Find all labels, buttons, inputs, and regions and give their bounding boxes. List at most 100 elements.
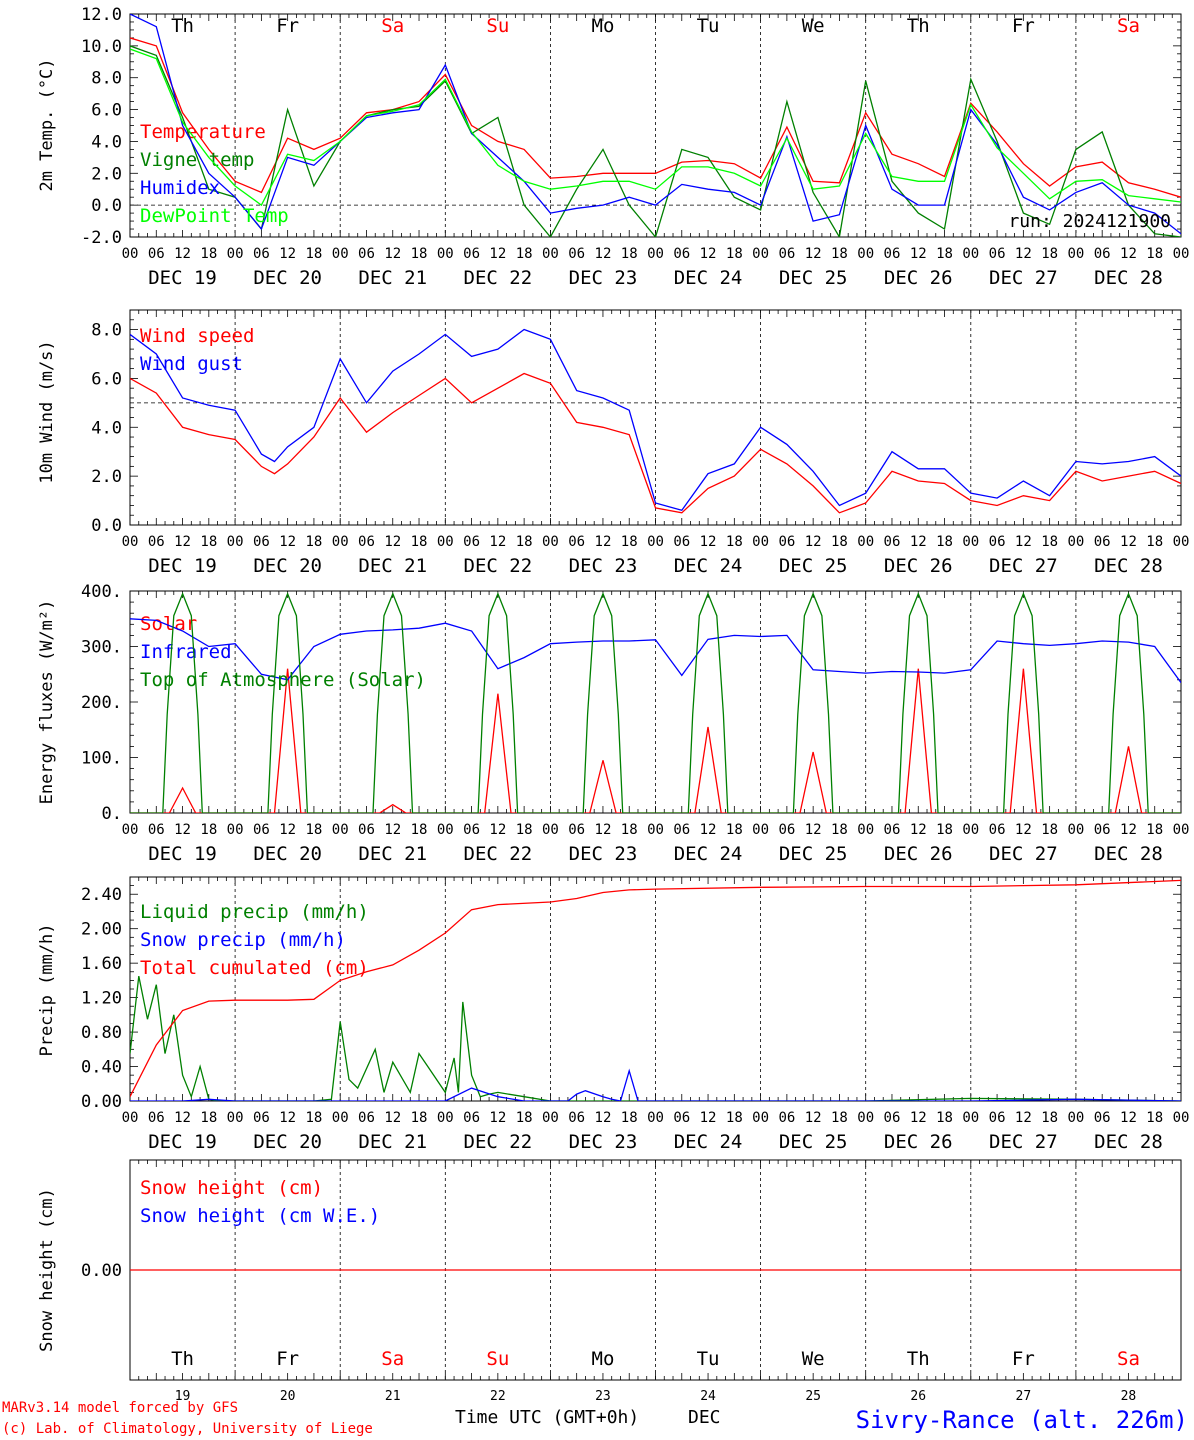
hour-label: 18 bbox=[200, 1110, 217, 1126]
series-line-top-of-atmosphere-solar- bbox=[130, 592, 1181, 813]
hour-label: 18 bbox=[831, 246, 848, 262]
hour-label: 12 bbox=[595, 246, 612, 262]
y-axis-title: 2m Temp. (°C) bbox=[37, 58, 57, 191]
hour-label: 06 bbox=[358, 1110, 375, 1126]
hour-label: 06 bbox=[568, 1110, 585, 1126]
hour-label: 12 bbox=[910, 822, 927, 838]
hour-label: 00 bbox=[1173, 246, 1190, 262]
hour-label: 12 bbox=[1120, 534, 1137, 550]
weekday-label: Fr bbox=[1012, 1348, 1035, 1370]
weekday-label: Th bbox=[907, 1348, 930, 1370]
y-tick-label: 0.00 bbox=[81, 1261, 122, 1281]
run-annotation: run: 2024121900 bbox=[1008, 211, 1171, 232]
y-tick-label: 2.0 bbox=[91, 467, 122, 487]
y-tick-label: 2.0 bbox=[91, 164, 122, 184]
hour-label: 18 bbox=[726, 246, 743, 262]
legend-entry: Infrared bbox=[140, 641, 232, 663]
y-tick-label: 0.0 bbox=[91, 516, 122, 536]
legend-entry: Wind speed bbox=[140, 325, 254, 347]
y-tick-label: 100. bbox=[81, 749, 122, 769]
hour-label: 00 bbox=[332, 246, 349, 262]
weekday-label: Fr bbox=[1012, 15, 1035, 37]
y-tick-label: 0.80 bbox=[81, 1023, 122, 1043]
lab-credit: (c) Lab. of Climatology, University of L… bbox=[2, 1421, 373, 1437]
series-line-temperature bbox=[130, 37, 1181, 198]
hour-label: 00 bbox=[1067, 246, 1084, 262]
y-tick-label: 1.60 bbox=[81, 954, 122, 974]
hour-label: 18 bbox=[936, 246, 953, 262]
hour-label: 00 bbox=[542, 246, 559, 262]
date-label: DEC 27 bbox=[989, 555, 1058, 577]
hour-label: 12 bbox=[384, 534, 401, 550]
weekday-label: Mo bbox=[592, 15, 615, 37]
hour-label: 12 bbox=[279, 1110, 296, 1126]
series-line-wind-gust bbox=[130, 328, 1181, 512]
hour-label: 12 bbox=[700, 1110, 717, 1126]
date-label: DEC 24 bbox=[674, 843, 743, 865]
date-label: DEC 28 bbox=[1094, 267, 1163, 289]
legend-entry: Humidex bbox=[140, 177, 220, 199]
y-tick-label: 0.00 bbox=[81, 1092, 122, 1112]
date-label: DEC 21 bbox=[358, 1131, 427, 1153]
hour-label: 06 bbox=[358, 822, 375, 838]
day-number-label: 24 bbox=[700, 1389, 716, 1404]
hour-label: 06 bbox=[884, 246, 901, 262]
hour-label: 06 bbox=[148, 1110, 165, 1126]
hour-label: 06 bbox=[253, 246, 270, 262]
hour-label: 18 bbox=[305, 246, 322, 262]
hour-label: 12 bbox=[489, 246, 506, 262]
hour-label: 12 bbox=[595, 822, 612, 838]
hour-label: 06 bbox=[989, 822, 1006, 838]
hour-label: 06 bbox=[253, 822, 270, 838]
hour-label: 18 bbox=[621, 1110, 638, 1126]
legend-entry: DewPoint Temp bbox=[140, 205, 289, 227]
hour-label: 18 bbox=[621, 822, 638, 838]
legend-entry: Vigne temp bbox=[140, 149, 254, 171]
hour-label: 18 bbox=[305, 534, 322, 550]
hour-label: 06 bbox=[568, 246, 585, 262]
weekday-label: We bbox=[802, 15, 825, 37]
hour-label: 12 bbox=[384, 1110, 401, 1126]
series-line-humidex bbox=[130, 14, 1181, 235]
hour-label: 00 bbox=[1067, 534, 1084, 550]
date-label: DEC 26 bbox=[884, 1131, 953, 1153]
hour-label: 00 bbox=[1067, 822, 1084, 838]
hour-label: 00 bbox=[437, 246, 454, 262]
hour-label: 18 bbox=[1041, 1110, 1058, 1126]
hour-label: 12 bbox=[489, 534, 506, 550]
y-axis-title: Energy fluxes (W/m²) bbox=[37, 600, 57, 805]
hour-label: 00 bbox=[857, 822, 874, 838]
hour-label: 18 bbox=[1146, 534, 1163, 550]
hour-label: 00 bbox=[752, 1110, 769, 1126]
date-label: DEC 22 bbox=[464, 1131, 533, 1153]
date-label: DEC 21 bbox=[358, 555, 427, 577]
series-line-infrared bbox=[130, 618, 1181, 683]
hour-label: 18 bbox=[305, 1110, 322, 1126]
hour-label: 12 bbox=[489, 1110, 506, 1126]
hour-label: 06 bbox=[253, 534, 270, 550]
hour-label: 18 bbox=[411, 1110, 428, 1126]
hour-label: 12 bbox=[279, 246, 296, 262]
hour-label: 18 bbox=[1041, 246, 1058, 262]
hour-label: 18 bbox=[411, 822, 428, 838]
day-number-label: 22 bbox=[490, 1389, 506, 1404]
hour-label: 06 bbox=[673, 246, 690, 262]
hour-label: 06 bbox=[778, 1110, 795, 1126]
hour-label: 06 bbox=[358, 534, 375, 550]
hour-label: 00 bbox=[647, 534, 664, 550]
series-line-dewpoint-temp bbox=[130, 48, 1181, 207]
hour-label: 06 bbox=[989, 534, 1006, 550]
date-label: DEC 20 bbox=[253, 267, 322, 289]
panel-2: 0.0 2.0 4.0 6.0 8.0 10m Wind (m/s) Wind speed W… bbox=[37, 309, 1189, 577]
y-tick-label: 4.0 bbox=[91, 132, 122, 152]
hour-label: 18 bbox=[936, 534, 953, 550]
hour-label: 00 bbox=[647, 822, 664, 838]
series-line-total-cumulated-cm- bbox=[130, 879, 1181, 1097]
hour-label: 06 bbox=[358, 246, 375, 262]
panel-5: 0.00 Snow height (cm) Snow height (cm) Snow… bbox=[37, 1159, 1182, 1404]
hour-label: 18 bbox=[516, 1110, 533, 1126]
hour-label: 00 bbox=[752, 822, 769, 838]
series-line-liquid-precip-mm-h- bbox=[130, 975, 1181, 1101]
date-label: DEC 27 bbox=[989, 843, 1058, 865]
